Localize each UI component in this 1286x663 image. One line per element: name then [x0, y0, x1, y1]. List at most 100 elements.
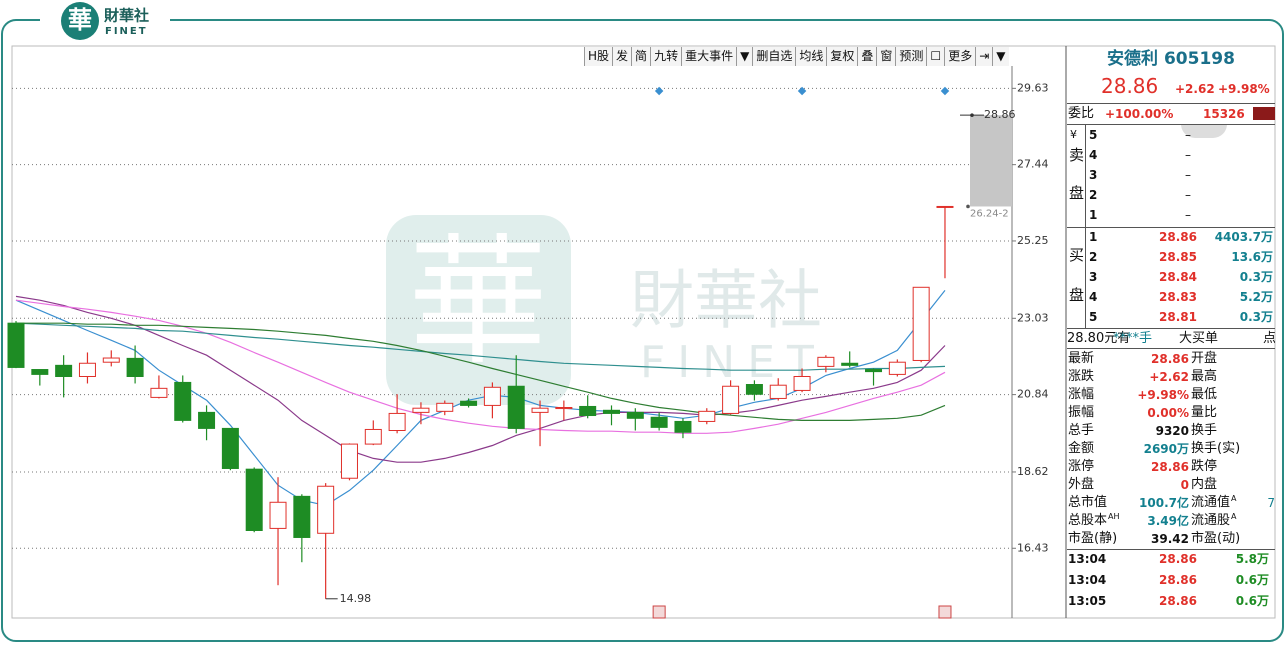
ma-line	[15, 299, 946, 434]
toolbar-button[interactable]: 更多	[944, 47, 975, 66]
price-label: 28.86	[984, 108, 1016, 121]
toolbar-button[interactable]: 窗	[876, 47, 895, 66]
candle-body	[841, 362, 859, 366]
watermark-badge	[386, 215, 571, 405]
toolbar-button[interactable]: 发	[612, 47, 631, 66]
stat-label: 跌停	[1191, 459, 1218, 474]
toolbar-button[interactable]: 删自选	[752, 47, 795, 66]
stat-label: 市盈(动)	[1191, 531, 1241, 546]
stat-sup: AH	[1108, 512, 1120, 521]
last-price: 28.86	[1101, 74, 1159, 98]
logo-sub: FINET	[105, 26, 148, 37]
candle-body	[912, 286, 930, 361]
candle-body	[150, 387, 168, 398]
stat-value: 9320	[1155, 424, 1189, 438]
pin-icon[interactable]: ⇥	[975, 47, 992, 66]
quote-panel: 安德利 605198 28.86 +2.62 +9.98% 委比 +100.00% 1532…	[1067, 46, 1275, 618]
buy-level: 3	[1089, 270, 1098, 284]
separator	[1067, 227, 1275, 228]
lock-icon[interactable]: ☐	[926, 47, 944, 66]
stat-value: 7	[1267, 496, 1275, 510]
candle-body	[936, 205, 954, 208]
buy-price: 28.85	[1159, 250, 1197, 264]
stat-label: 最新	[1068, 351, 1095, 366]
candle-body	[221, 427, 239, 469]
buy-price: 28.86	[1159, 230, 1197, 244]
big-order: 大买单	[1179, 331, 1219, 346]
stat-label: 换手(实)	[1191, 441, 1241, 456]
buy-level: 2	[1089, 250, 1098, 264]
price-dot	[970, 113, 974, 117]
dropdown-arrow[interactable]: ▼	[992, 47, 1008, 66]
tick-time: 13:05	[1068, 594, 1107, 608]
tick-volume: 0.6万	[1235, 573, 1269, 587]
stat-value: 3.49亿	[1147, 514, 1189, 528]
candle-body	[745, 384, 763, 395]
candle-body	[245, 468, 263, 531]
candle-body	[126, 357, 144, 377]
y-tick-label: 27.44	[1017, 158, 1049, 171]
event-marker	[940, 86, 950, 96]
y-tick-label: 29.63	[1017, 81, 1049, 94]
buy-price: 28.83	[1159, 290, 1197, 304]
candle-body	[364, 428, 382, 445]
toolbar-button[interactable]: 均线	[795, 47, 826, 66]
tick-time: 13:04	[1068, 552, 1107, 566]
collapse-tab	[1181, 124, 1227, 138]
currency: ¥	[1070, 128, 1077, 141]
toolbar-button[interactable]: 九转	[650, 47, 681, 66]
low-marker-label: 14.98	[340, 592, 372, 605]
side-label: 买	[1069, 246, 1085, 264]
separator	[1067, 549, 1275, 550]
stat-label: 涨停	[1068, 459, 1095, 474]
news-icon	[938, 605, 952, 619]
watermark-mark: 華	[408, 222, 548, 385]
logo-badge	[61, 2, 99, 40]
big-order: 28.80元有	[1067, 331, 1131, 346]
sell-level: 3	[1089, 168, 1098, 182]
candle-body	[674, 420, 692, 433]
candle-body	[698, 410, 716, 422]
candle-body	[7, 322, 25, 368]
stat-label: 外盘	[1068, 477, 1095, 492]
candle-body	[888, 361, 906, 375]
tick-price: 28.86	[1159, 573, 1197, 587]
dropdown-arrow[interactable]: ▼	[736, 47, 752, 66]
stat-sup: A	[1231, 512, 1237, 521]
stat-value: 0.00%	[1147, 406, 1189, 420]
side-divider	[1085, 124, 1086, 328]
buy-volume: 0.3万	[1239, 310, 1273, 324]
stat-label: 流通值	[1191, 495, 1231, 510]
window-frame	[1, 19, 1284, 642]
separator	[1067, 124, 1275, 125]
wb-label: 委比	[1068, 106, 1095, 121]
candle-body	[722, 385, 740, 414]
candle-body	[579, 405, 597, 417]
range-dot	[966, 204, 970, 209]
buy-volume: 4403.7万	[1214, 230, 1273, 244]
candle-body	[412, 407, 430, 413]
toolbar-button[interactable]: 重大事件	[681, 47, 736, 66]
toolbar-button[interactable]: 简	[631, 47, 650, 66]
sell-empty: –	[1185, 188, 1191, 202]
change-pct: +9.98%	[1218, 82, 1270, 96]
stat-label: 涨跌	[1068, 369, 1095, 384]
sell-level: 4	[1089, 148, 1098, 162]
event-marker	[797, 86, 807, 96]
toolbar-button[interactable]: H股	[584, 47, 612, 66]
stat-label: 总市值	[1068, 495, 1108, 510]
toolbar-button[interactable]: 复权	[826, 47, 857, 66]
sell-level: 2	[1089, 188, 1098, 202]
toolbar-button[interactable]: 叠	[857, 47, 876, 66]
buy-price: 28.84	[1159, 270, 1197, 284]
candle-body	[817, 356, 835, 367]
change: +2.62	[1175, 82, 1215, 96]
buy-volume: 13.6万	[1231, 250, 1273, 264]
stat-value: 100.7亿	[1139, 496, 1189, 510]
logo-mark: 華	[68, 6, 92, 34]
watermark: 華 財華社 FINET	[386, 215, 822, 405]
toolbar-button[interactable]: 预测	[895, 47, 926, 66]
candle-body	[483, 386, 501, 406]
y-tick-label: 25.25	[1017, 234, 1049, 247]
